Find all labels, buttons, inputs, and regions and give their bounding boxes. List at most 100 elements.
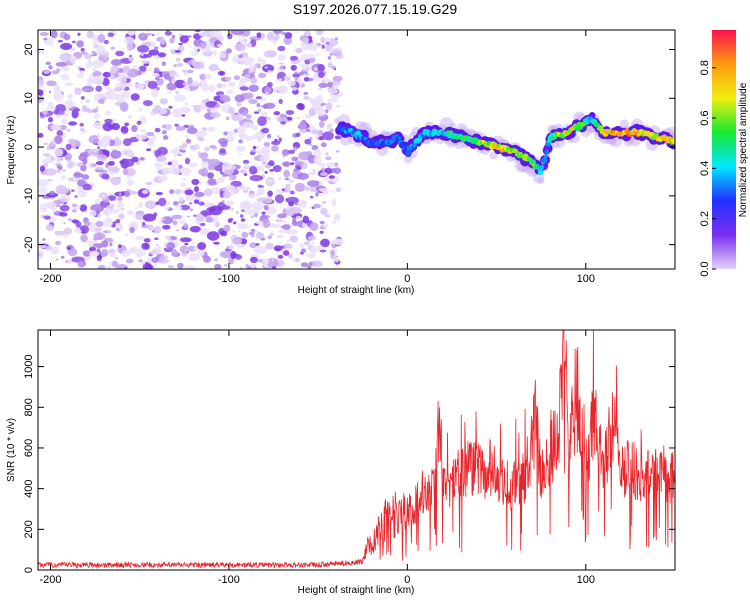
noise-blob <box>205 74 212 79</box>
noise-blob <box>39 32 49 36</box>
noise-blob <box>303 186 310 192</box>
noise-blob <box>136 254 143 258</box>
noise-blob <box>311 129 320 135</box>
noise-blob <box>264 92 269 96</box>
noise-blob <box>295 215 302 220</box>
noise-blob <box>173 154 177 157</box>
noise-blob <box>120 211 124 214</box>
noise-blob <box>66 156 71 161</box>
noise-blob <box>83 88 89 92</box>
noise-blob <box>104 118 113 124</box>
noise-blob <box>191 242 195 245</box>
colorbar-label: Normalized spectral amplitude <box>738 82 749 217</box>
noise-blob <box>107 32 115 38</box>
noise-blob <box>183 223 189 229</box>
noise-blob <box>320 36 326 43</box>
noise-blob <box>241 73 245 77</box>
noise-blob <box>263 197 273 204</box>
noise-blob <box>79 204 88 212</box>
noise-blob <box>333 85 339 90</box>
noise-blob <box>128 56 134 62</box>
noise-blob <box>213 241 220 245</box>
noise-blob <box>194 30 201 33</box>
snr-xlabel: Height of straight line (km) <box>298 585 415 596</box>
noise-blob <box>43 37 48 41</box>
noise-blob <box>216 177 225 184</box>
noise-blob <box>167 166 179 174</box>
noise-blob <box>249 166 258 175</box>
noise-blob <box>86 77 93 86</box>
noise-blob <box>95 161 104 166</box>
noise-blob <box>193 199 200 204</box>
noise-blob <box>205 217 214 223</box>
noise-blob <box>324 177 331 182</box>
spectrogram-ylabel: Frequency (Hz) <box>6 116 17 185</box>
noise-blob <box>232 230 236 233</box>
noise-blob <box>235 145 246 152</box>
colorbar-axes: 0.0 0.2 0.4 0.6 0.8 <box>699 60 716 277</box>
noise-blob <box>59 203 63 206</box>
noise-blob <box>312 260 323 268</box>
noise-blob <box>175 126 186 131</box>
noise-blob <box>252 201 265 211</box>
noise-blob <box>179 206 183 210</box>
noise-blob <box>199 40 207 49</box>
noise-blob <box>176 62 184 67</box>
noise-blob <box>240 218 246 222</box>
noise-blob <box>186 127 198 135</box>
noise-blob <box>295 30 298 34</box>
noise-blob <box>119 251 122 254</box>
noise-blob <box>309 222 319 231</box>
noise-blob <box>95 106 99 110</box>
noise-blob <box>273 30 283 35</box>
noise-blob <box>198 152 209 159</box>
noise-blob <box>94 227 102 232</box>
noise-blob <box>330 250 335 257</box>
noise-blob <box>48 65 53 70</box>
noise-blob <box>224 264 228 267</box>
noise-blob <box>214 263 222 269</box>
noise-blob <box>159 38 166 45</box>
noise-blob <box>248 44 253 47</box>
noise-blob <box>188 252 200 262</box>
noise-blob <box>97 146 100 150</box>
noise-blob <box>320 172 328 177</box>
noise-blob <box>64 68 67 72</box>
noise-blob <box>86 99 90 103</box>
noise-blob <box>276 116 288 123</box>
noise-blob <box>307 264 312 269</box>
noise-blob <box>303 77 310 82</box>
noise-blob <box>155 76 160 81</box>
noise-blob <box>203 202 215 208</box>
noise-blob <box>175 90 180 95</box>
noise-blob <box>253 212 259 218</box>
noise-blob <box>299 251 304 255</box>
noise-blob <box>281 32 287 35</box>
noise-blob <box>115 222 122 227</box>
noise-blob <box>165 114 168 117</box>
noise-blob <box>193 227 199 232</box>
noise-blob <box>217 68 222 71</box>
noise-blob <box>138 107 143 112</box>
noise-blob <box>77 66 81 69</box>
noise-blob <box>333 68 337 71</box>
noise-blob <box>145 264 154 269</box>
noise-blob <box>134 248 147 257</box>
noise-blob <box>329 52 334 57</box>
noise-blob <box>316 245 324 251</box>
noise-blob <box>221 162 233 171</box>
noise-blob <box>106 92 121 101</box>
x-tick-label: 100 <box>577 574 595 586</box>
noise-blob <box>242 118 248 122</box>
noise-blob <box>55 163 62 167</box>
noise-blob <box>333 167 341 174</box>
noise-blob <box>67 218 73 222</box>
noise-blob <box>60 255 65 259</box>
noise-blob <box>303 92 309 95</box>
noise-blob <box>143 100 153 107</box>
colorbar-tick-label: 0.2 <box>699 211 711 226</box>
noise-blob <box>74 195 78 199</box>
noise-blob <box>146 30 149 33</box>
